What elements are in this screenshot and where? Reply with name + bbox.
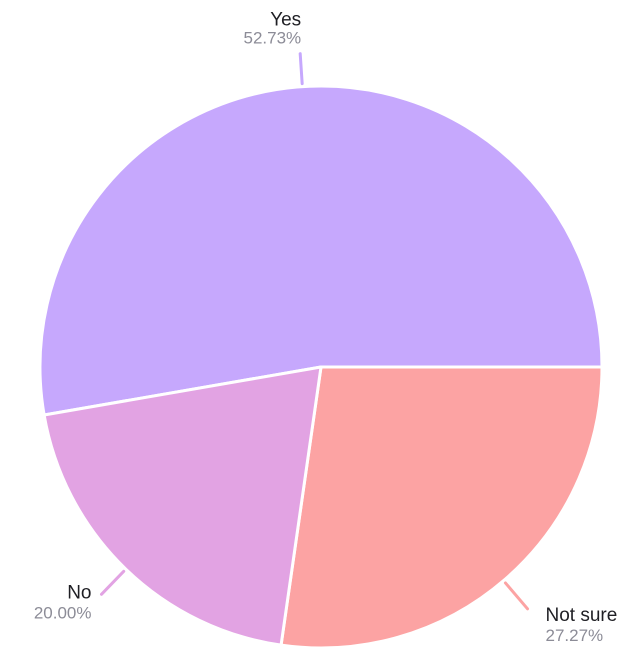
slice-label-no: No [67,582,91,603]
slices-layer [38,84,604,650]
leader-line-no [99,569,126,596]
slice-percent-not-sure: 27.27% [546,626,604,645]
pie-slice-no [42,365,323,647]
pie-slice-not-sure [279,365,604,650]
slice-percent-yes: 52.73% [244,29,302,48]
pie-slice-yes [38,84,604,417]
leader-lines-layer [99,52,530,611]
leader-line-yes [298,52,304,86]
slice-label-not-sure: Not sure [546,605,618,626]
slice-percent-no: 20.00% [34,603,92,622]
leader-line-not-sure [503,581,530,611]
slice-label-yes: Yes [270,10,301,31]
